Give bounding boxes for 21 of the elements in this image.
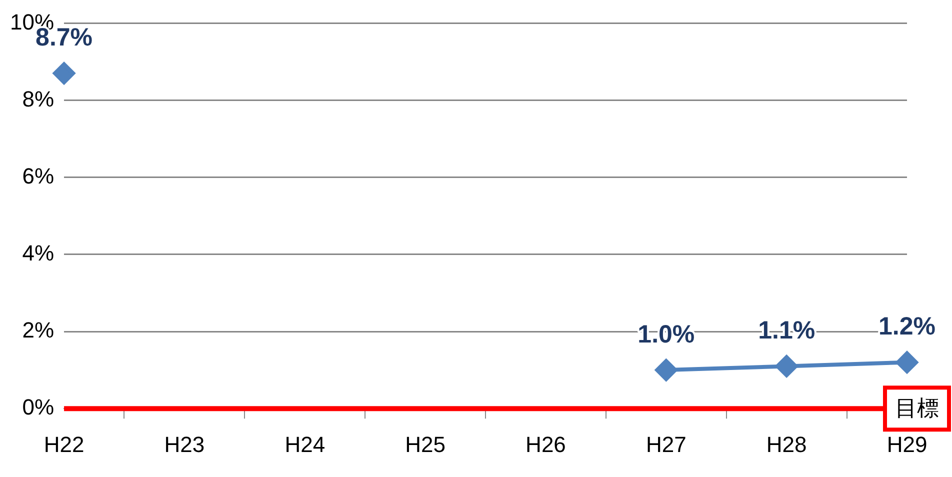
ref-line-label: 目標 xyxy=(895,396,939,421)
x-tick-label: H24 xyxy=(284,432,326,457)
x-tick-label: H27 xyxy=(646,432,686,457)
x-tick-label: H29 xyxy=(886,432,928,457)
x-tick-label: H28 xyxy=(766,432,807,457)
point xyxy=(776,355,798,378)
y-tick-label: 4% xyxy=(22,240,54,266)
x-tick-label: H26 xyxy=(526,432,566,457)
x-tick-label: H25 xyxy=(405,432,446,457)
y-tick-label: 0% xyxy=(22,394,54,420)
point xyxy=(53,62,76,84)
x-tick-label: H22 xyxy=(44,432,84,457)
text: 1.1% xyxy=(758,316,816,345)
y-tick-label: 6% xyxy=(22,163,54,188)
y-tick-label: 8% xyxy=(22,86,54,112)
y-tick-label: 2% xyxy=(22,318,54,343)
point xyxy=(896,351,918,374)
text: 1.2% xyxy=(878,312,936,341)
x-tick-label: H23 xyxy=(164,432,205,457)
text: 1.0% xyxy=(638,320,695,348)
point xyxy=(655,359,678,382)
